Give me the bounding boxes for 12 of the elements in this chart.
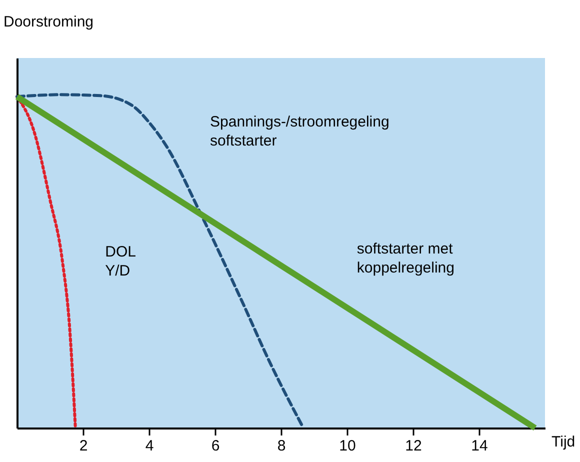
x-tick-label: 8 — [277, 438, 286, 454]
text: DOL Y/D — [105, 244, 136, 280]
text: softstarter met koppelregeling — [356, 240, 454, 276]
x-tick-label: 12 — [405, 438, 422, 454]
y-axis-title: Doorstroming — [4, 14, 94, 30]
x-tick-label: 14 — [471, 438, 488, 454]
x-tick-label: 10 — [339, 438, 356, 454]
x-tick-label: 4 — [145, 438, 154, 454]
x-tick-label: 2 — [79, 438, 88, 454]
text: Spannings-/stroomregeling softstarter — [210, 114, 390, 150]
x-axis-title: Tijd — [552, 434, 576, 450]
x-tick-label: 6 — [211, 438, 220, 454]
